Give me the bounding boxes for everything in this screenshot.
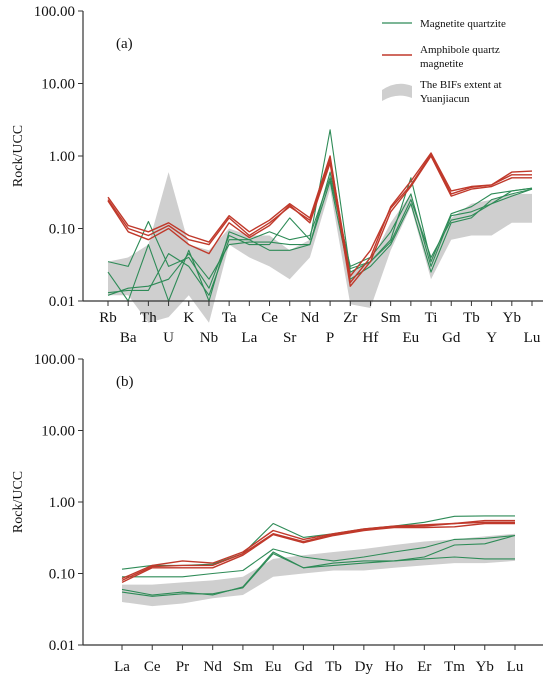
bifs-extent-band	[122, 533, 515, 607]
magnetite-quartzite-line-4	[107, 171, 533, 296]
legend-label-magnetite-quartzite: Magnetite quartzite	[420, 18, 506, 30]
x-tick-label: Pr	[176, 659, 189, 675]
x-tick-label: Tm	[444, 659, 465, 675]
legend-label-bifs-extent-line2: Yuanjiacun	[420, 93, 470, 105]
x-tick-label: Zr	[343, 310, 357, 326]
x-tick-label: Nd	[301, 310, 320, 326]
y-tick-label: 1.00	[49, 495, 75, 511]
y-tick-label: 100.00	[34, 4, 75, 20]
x-tick-label: Sm	[233, 659, 253, 675]
legend-label-bifs-extent-line1: The BIFs extent at	[420, 79, 502, 91]
magnetite-quartzite-line-3	[121, 551, 515, 596]
x-tick-label: Eu	[403, 330, 420, 346]
x-tick-label: Hf	[363, 330, 379, 346]
x-tick-label: Lu	[524, 330, 541, 346]
amphibole-quartz-magnetite-line-6	[121, 521, 515, 582]
y-tick-label: 100.00	[34, 352, 75, 368]
x-tick-label: Tb	[463, 310, 480, 326]
x-tick-label: Ba	[120, 330, 137, 346]
x-tick-label: La	[241, 330, 257, 346]
chart-panel-b: 0.01 0.10 1.00 10.00 100.00 La Ce Pr Nd Sm Eu Gd Tb D…	[11, 352, 543, 675]
x-tick-label: Gd	[294, 659, 313, 675]
amphibole-quartz-magnetite-line-7	[121, 522, 515, 584]
y-tick-label: 10.00	[41, 424, 75, 440]
x-tick-label: Dy	[355, 659, 374, 675]
y-tick-label: 0.10	[49, 567, 75, 583]
x-tick-label: U	[163, 330, 174, 346]
x-tick-label: K	[183, 310, 194, 326]
x-tick-label: Ce	[261, 310, 278, 326]
y-tick-label: 10.00	[41, 77, 75, 93]
x-tick-label: Ce	[144, 659, 161, 675]
y-tick-label: 1.00	[49, 149, 75, 165]
magnetite-quartzite-line-4	[121, 534, 516, 597]
x-tick-label: Ta	[222, 310, 237, 326]
legend-label-amphibole-quartz-magnetite-line2: magnetite	[420, 58, 463, 70]
legend-label-amphibole-quartz-magnetite-line1: Amphibole quartz	[420, 44, 500, 56]
y-tick-label: 0.01	[49, 294, 75, 310]
x-tick-label: Yb	[503, 310, 521, 326]
x-tick-label: Yb	[476, 659, 494, 675]
amphibole-quartz-magnetite-line-6	[107, 153, 532, 277]
x-tick-label: Tb	[325, 659, 342, 675]
x-tick-label: Y	[486, 330, 497, 346]
x-tick-label: P	[326, 330, 334, 346]
magnetite-quartzite-line-2	[122, 534, 516, 578]
amphibole-quartz-magnetite-line-5	[107, 152, 533, 284]
x-tick-label: Eu	[265, 659, 282, 675]
panel-label: (a)	[116, 36, 133, 52]
y-tick-label: 0.10	[49, 222, 75, 238]
x-tick-label: Er	[417, 659, 431, 675]
legend: Magnetite quartzite Amphibole quartz magne…	[382, 18, 506, 105]
y-tick-label: 0.01	[49, 638, 75, 654]
magnetite-quartzite-line-3	[107, 180, 533, 296]
x-tick-label: Lu	[507, 659, 524, 675]
x-tick-label: La	[114, 659, 130, 675]
x-tick-label: Nb	[200, 330, 218, 346]
y-axis-title: Rock/UCC	[11, 125, 26, 187]
x-tick-label: Rb	[99, 310, 117, 326]
x-tick-label: Th	[140, 310, 157, 326]
x-tick-label: Nd	[204, 659, 223, 675]
x-tick-label: Sm	[381, 310, 401, 326]
x-tick-label: Gd	[442, 330, 461, 346]
legend-swatch-bifs-extent	[382, 83, 412, 101]
x-tick-label: Ti	[425, 310, 438, 326]
x-tick-label: Ho	[385, 659, 403, 675]
panel-label: (b)	[116, 374, 134, 390]
x-tick-label: Sr	[283, 330, 296, 346]
y-axis-title: Rock/UCC	[11, 471, 26, 533]
amphibole-quartz-magnetite-line-7	[107, 155, 532, 287]
